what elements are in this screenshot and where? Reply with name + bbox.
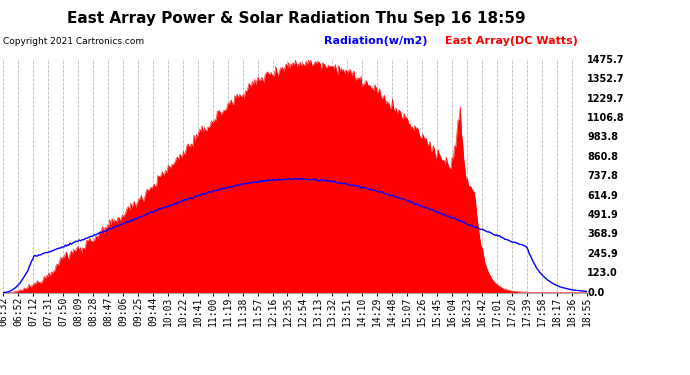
Text: 1229.7: 1229.7: [587, 94, 624, 104]
Text: 614.9: 614.9: [587, 190, 618, 201]
Text: 1352.7: 1352.7: [587, 74, 624, 84]
Text: 491.9: 491.9: [587, 210, 618, 220]
Text: 368.9: 368.9: [587, 230, 618, 239]
Text: 860.8: 860.8: [587, 152, 618, 162]
Text: Copyright 2021 Cartronics.com: Copyright 2021 Cartronics.com: [3, 38, 145, 46]
Text: Radiation(w/m2): Radiation(w/m2): [324, 36, 428, 46]
Text: East Array Power & Solar Radiation Thu Sep 16 18:59: East Array Power & Solar Radiation Thu S…: [68, 11, 526, 26]
Text: 0.0: 0.0: [587, 288, 604, 297]
Text: 1475.7: 1475.7: [587, 55, 624, 65]
Text: East Array(DC Watts): East Array(DC Watts): [445, 36, 578, 46]
Text: 123.0: 123.0: [587, 268, 618, 278]
Text: 1106.8: 1106.8: [587, 113, 625, 123]
Text: 245.9: 245.9: [587, 249, 618, 259]
Text: 737.8: 737.8: [587, 171, 618, 181]
Text: 983.8: 983.8: [587, 132, 618, 142]
